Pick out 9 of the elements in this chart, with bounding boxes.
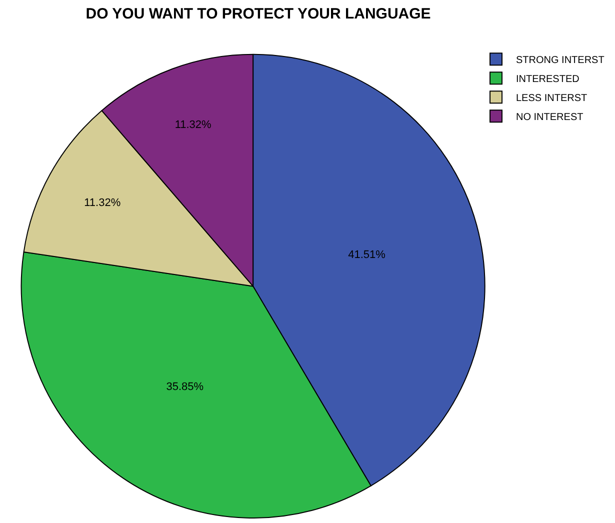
chart-title: DO YOU WANT TO PROTECT YOUR LANGUAGE	[86, 5, 431, 22]
legend-label: STRONG INTERST	[516, 55, 604, 66]
data-label: 41.51%	[348, 249, 386, 262]
legend-label: LESS INTERST	[516, 93, 588, 104]
data-label: 35.85%	[166, 381, 204, 394]
data-label: 11.32%	[84, 197, 121, 210]
data-label: 11.32%	[174, 119, 212, 132]
legend-label: INTERESTED	[516, 74, 580, 86]
legend-label: NO INTEREST	[516, 112, 584, 124]
